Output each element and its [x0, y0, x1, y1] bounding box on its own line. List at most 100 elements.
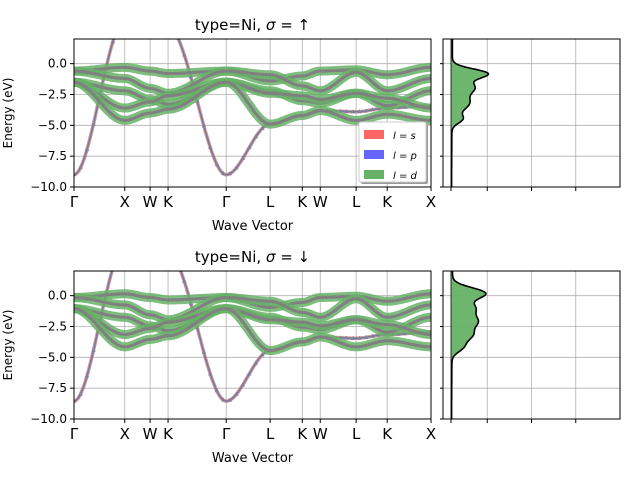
band-marker	[357, 109, 362, 114]
band-marker	[74, 398, 77, 403]
dos-d-fill	[451, 39, 489, 187]
y-tick-label: −5.0	[38, 118, 67, 132]
legend-label-l: l	[393, 151, 396, 162]
panel-title: type=Ni, σ = ↓	[195, 248, 310, 266]
band-marker	[110, 39, 116, 44]
legend-label: l = s	[393, 131, 416, 142]
band-marker	[370, 107, 375, 112]
band-marker	[208, 371, 213, 376]
dos-panel	[440, 38, 621, 191]
legend-label-eq: =	[396, 171, 411, 182]
x-axis-label: Wave Vector	[212, 219, 294, 234]
band-marker	[370, 333, 375, 338]
k-point-label: L	[266, 193, 275, 211]
band-marker	[201, 349, 207, 354]
title-sigma: σ	[266, 248, 276, 266]
legend-label-l: l	[393, 171, 396, 182]
legend-swatch	[364, 130, 384, 139]
band-marker	[201, 123, 207, 128]
band-marker	[253, 360, 258, 365]
band-marker	[91, 121, 96, 126]
band-marker	[247, 144, 252, 149]
y-tick-label: 0.0	[48, 57, 67, 71]
title-spin-arrow: ↑	[298, 16, 311, 34]
k-point-label: Γ	[222, 425, 231, 443]
band-marker	[182, 278, 187, 283]
y-tick-label: −7.5	[38, 149, 67, 163]
k-point-label: W	[143, 193, 158, 211]
legend-label: l = p	[393, 151, 417, 162]
band-marker	[214, 161, 219, 166]
band-marker	[234, 165, 239, 170]
k-point-label: L	[352, 193, 361, 211]
y-tick-label: −10.0	[30, 180, 67, 194]
k-point-label: K	[382, 193, 393, 211]
band-marker	[247, 371, 252, 376]
k-point-label: Γ	[70, 193, 79, 211]
band-marker	[363, 108, 369, 113]
k-point-label: L	[352, 425, 361, 443]
band-marker	[260, 125, 265, 130]
legend-label-sub: p	[410, 151, 417, 162]
dos-d-fill	[451, 271, 486, 419]
panel-title: type=Ni, σ = ↑	[195, 16, 310, 34]
band-marker	[350, 335, 356, 340]
band-marker	[78, 165, 83, 170]
band-marker	[91, 347, 96, 352]
band-marker	[234, 391, 239, 396]
legend-label-l: l	[393, 131, 396, 142]
band-marker	[221, 171, 226, 176]
k-point-label: K	[163, 425, 174, 443]
band-marker	[84, 373, 90, 378]
k-point-label: K	[163, 193, 174, 211]
k-point-label: X	[426, 193, 436, 211]
legend: l = sl = pl = d	[358, 121, 428, 184]
band-marker	[344, 109, 349, 114]
k-point-label: W	[143, 425, 158, 443]
band-marker	[240, 156, 245, 161]
legend-swatch	[364, 170, 384, 179]
band-marker	[214, 388, 219, 393]
band-marker	[363, 334, 369, 339]
band-marker	[227, 171, 232, 176]
band-d-markers-2	[74, 295, 431, 322]
y-tick-label: −7.5	[38, 381, 67, 395]
bands	[74, 39, 431, 177]
bands	[74, 271, 431, 403]
band-marker	[182, 52, 187, 57]
band-marker	[74, 172, 77, 177]
y-tick-label: −5.0	[38, 350, 67, 364]
legend-label-sub: d	[411, 171, 418, 182]
y-tick-label: 0.0	[48, 289, 67, 303]
k-point-label: K	[382, 425, 393, 443]
k-point-label: W	[313, 425, 328, 443]
band-marker	[221, 397, 226, 402]
legend-label-sub: s	[411, 131, 416, 142]
k-point-label: X	[426, 425, 436, 443]
band-axes-frame	[73, 38, 432, 188]
band-d-markers-5	[74, 306, 431, 353]
band-marker	[260, 352, 265, 357]
legend-label: l = d	[393, 171, 418, 182]
band-d-markers-2	[74, 69, 431, 95]
band-marker	[402, 331, 408, 336]
band-marker	[253, 134, 258, 139]
dos-total-line	[450, 271, 487, 419]
band-axes-frame	[73, 270, 432, 420]
k-point-label: Γ	[222, 193, 231, 211]
x-axis-label: Wave Vector	[212, 451, 294, 466]
title-equals: =	[275, 16, 297, 34]
band-marker	[402, 104, 408, 109]
dos-curves	[450, 271, 487, 419]
dos-total-line	[450, 39, 490, 187]
band-marker	[344, 335, 349, 340]
k-point-label: X	[120, 425, 130, 443]
d-bands	[74, 62, 431, 129]
y-tick-label: −2.5	[38, 88, 67, 102]
y-axis-label: Energy (eV)	[1, 78, 15, 149]
legend-swatch	[364, 150, 384, 159]
